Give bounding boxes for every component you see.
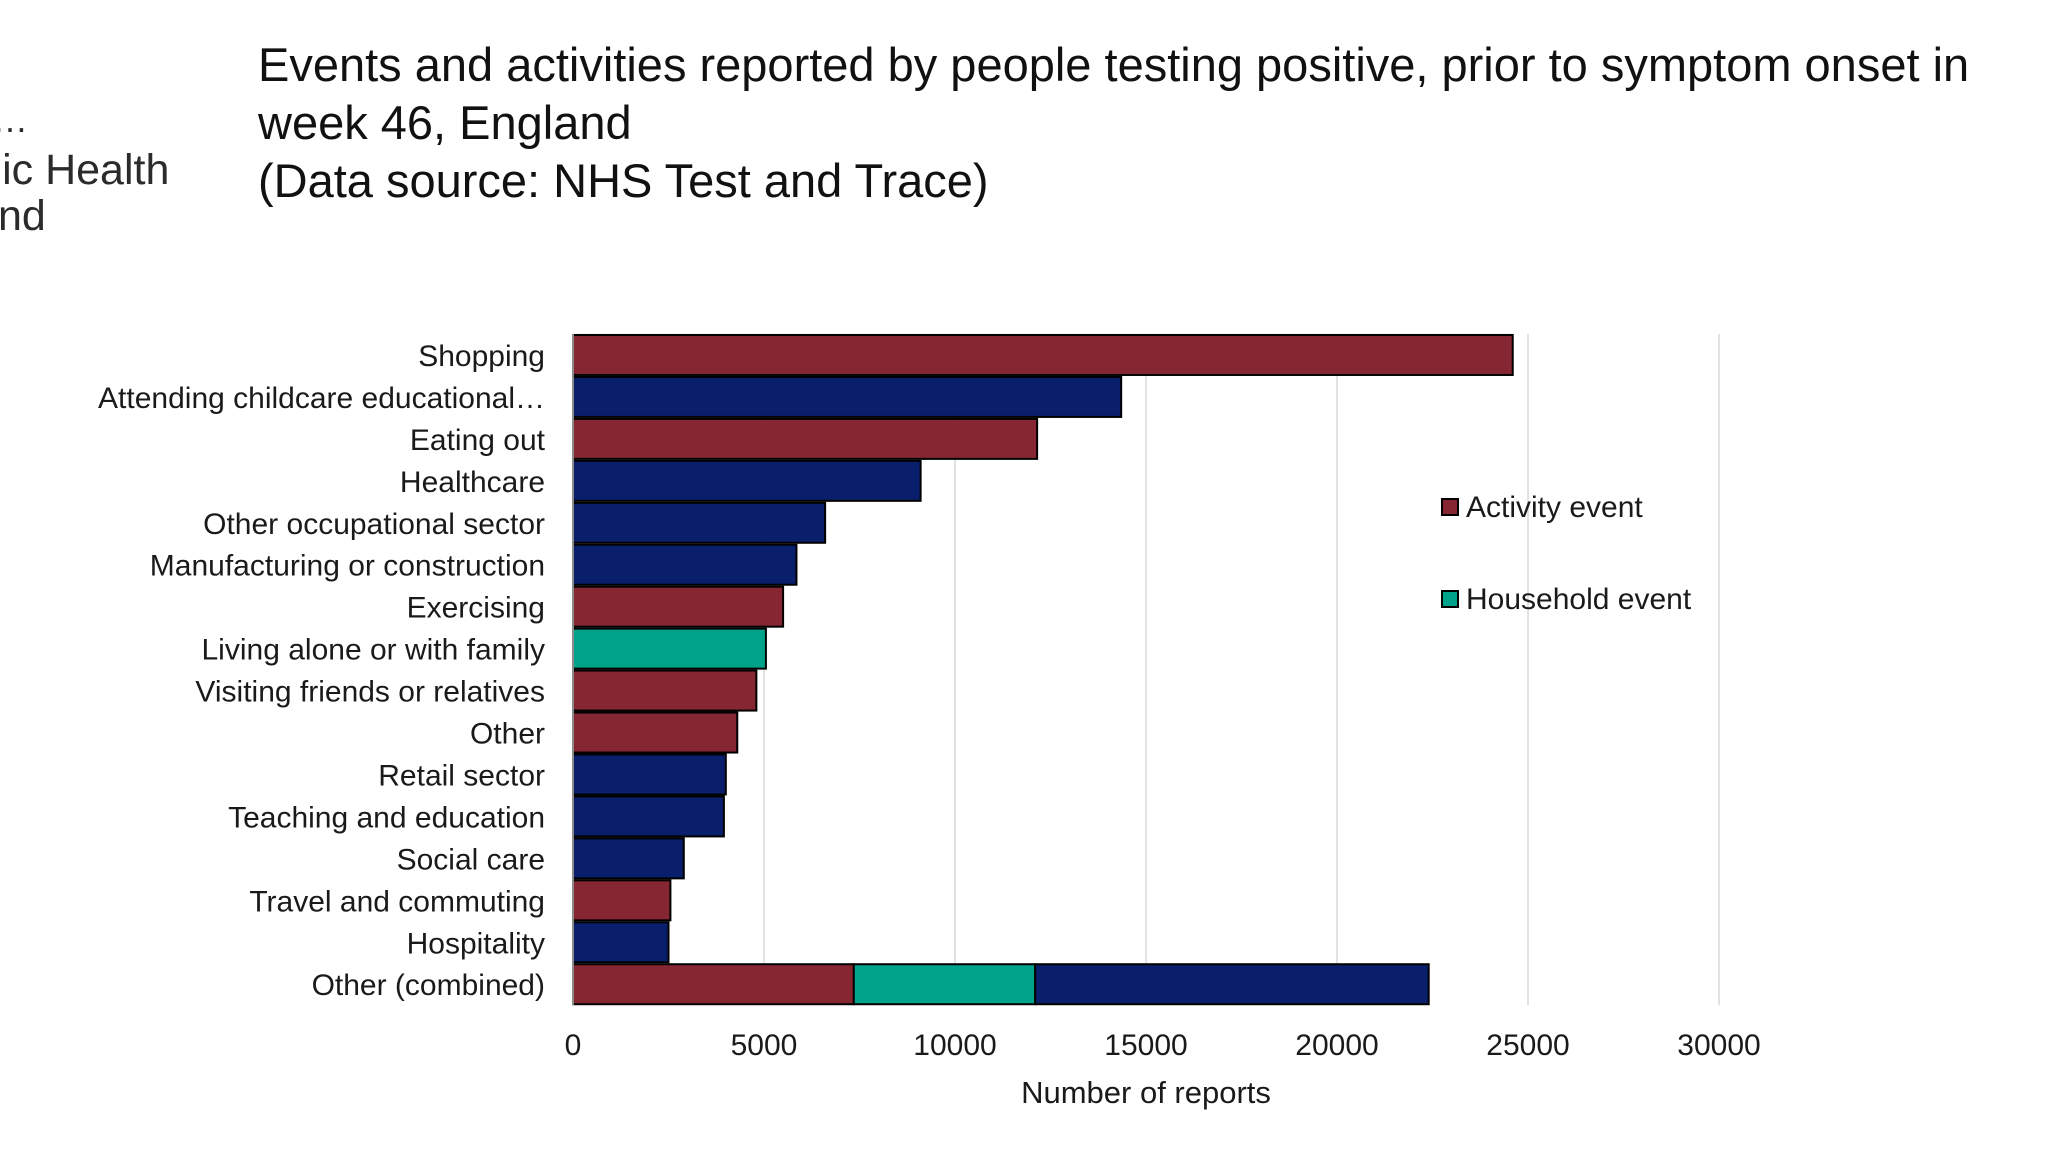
- chart-title-line-1: Events and activities reported by people…: [258, 38, 1970, 91]
- brand-line-2: England: [0, 193, 46, 239]
- legend-label-activity-event: Activity event: [1466, 491, 1643, 524]
- x-axis-label: Number of reports: [1021, 1075, 1271, 1110]
- bar-shopping-activity-event: [572, 333, 1514, 376]
- chart-title: Events and activities reported by people…: [258, 36, 2048, 210]
- category-label-shopping: Shopping: [418, 340, 545, 373]
- bar-hospitality-setting-event: [572, 921, 670, 964]
- category-label-visiting-friends-or-relatives: Visiting friends or relatives: [195, 676, 545, 709]
- bar-visiting-friends-or-relatives-activity-event: [572, 669, 758, 712]
- bar-other-activity-event: [572, 711, 739, 754]
- bar-exercising-activity-event: [572, 585, 785, 628]
- x-tick-labels: 0 5000 10000 15000 20000 25000 30000: [565, 1029, 1761, 1062]
- category-label-other-combined: Other (combined): [312, 969, 545, 1002]
- category-label-exercising: Exercising: [407, 592, 545, 625]
- bar-manufacturing-or-construction-setting-event: [572, 543, 798, 586]
- category-label-travel-and-commuting: Travel and commuting: [249, 885, 545, 918]
- category-label-other-occupational-sector: Other occupational sector: [203, 508, 545, 541]
- legend-swatch-household-event: [1441, 590, 1459, 608]
- brand-logo: … Public Health England: [0, 95, 172, 239]
- x-tick-25000: 25000: [1486, 1029, 1569, 1062]
- bar-living-alone-or-with-family-household-event: [572, 627, 767, 670]
- category-label-other: Other: [470, 718, 545, 751]
- category-label-hospitality: Hospitality: [407, 927, 545, 960]
- x-tick-30000: 30000: [1677, 1029, 1760, 1062]
- brand-line-1: Public Health: [0, 147, 170, 193]
- legend: Activity event Household event: [1441, 491, 1692, 616]
- chart-title-line-3: (Data source: NHS Test and Trace): [258, 154, 989, 207]
- bar-healthcare-setting-event: [572, 459, 922, 502]
- bar-teaching-and-education-setting-event: [572, 795, 725, 838]
- category-label-retail-sector: Retail sector: [378, 759, 545, 792]
- brand-mark: …: [0, 97, 28, 143]
- category-label-manufacturing-or-construction: Manufacturing or construction: [150, 550, 545, 583]
- x-tick-0: 0: [565, 1029, 582, 1062]
- bar-attending-childcare-educational-setting-event: [572, 375, 1123, 418]
- bar-other-occupational-sector-setting-event: [572, 501, 827, 544]
- x-tick-20000: 20000: [1295, 1029, 1378, 1062]
- category-label-living-alone-or-with-family: Living alone or with family: [202, 634, 546, 667]
- category-label-teaching-and-education: Teaching and education: [228, 801, 545, 834]
- bar-social-care-setting-event: [572, 837, 685, 880]
- category-label-social-care: Social care: [397, 843, 545, 876]
- legend-swatch-activity-event: [1441, 498, 1459, 516]
- category-label-attending-childcare-educational: Attending childcare educational…: [98, 382, 545, 415]
- x-tick-5000: 5000: [731, 1029, 798, 1062]
- bar-retail-sector-setting-event: [572, 753, 727, 796]
- legend-label-household-event: Household event: [1466, 583, 1692, 616]
- bar-other-combined-setting-event: [1034, 963, 1430, 1006]
- bar-other-combined-household-event: [852, 963, 1037, 1006]
- bar-chart: Shopping Attending childcare educational……: [98, 333, 1761, 1110]
- bar-eating-out-activity-event: [572, 417, 1039, 460]
- category-labels: Shopping Attending childcare educational……: [98, 340, 546, 1002]
- category-label-healthcare: Healthcare: [400, 466, 545, 499]
- category-label-eating-out: Eating out: [410, 424, 546, 457]
- bars: [572, 333, 1514, 1006]
- bar-travel-and-commuting-activity-event: [572, 879, 672, 922]
- x-tick-15000: 15000: [1104, 1029, 1187, 1062]
- x-tick-10000: 10000: [913, 1029, 996, 1062]
- bar-other-combined-activity-event: [572, 963, 855, 1006]
- chart-title-line-2: week 46, England: [258, 96, 632, 149]
